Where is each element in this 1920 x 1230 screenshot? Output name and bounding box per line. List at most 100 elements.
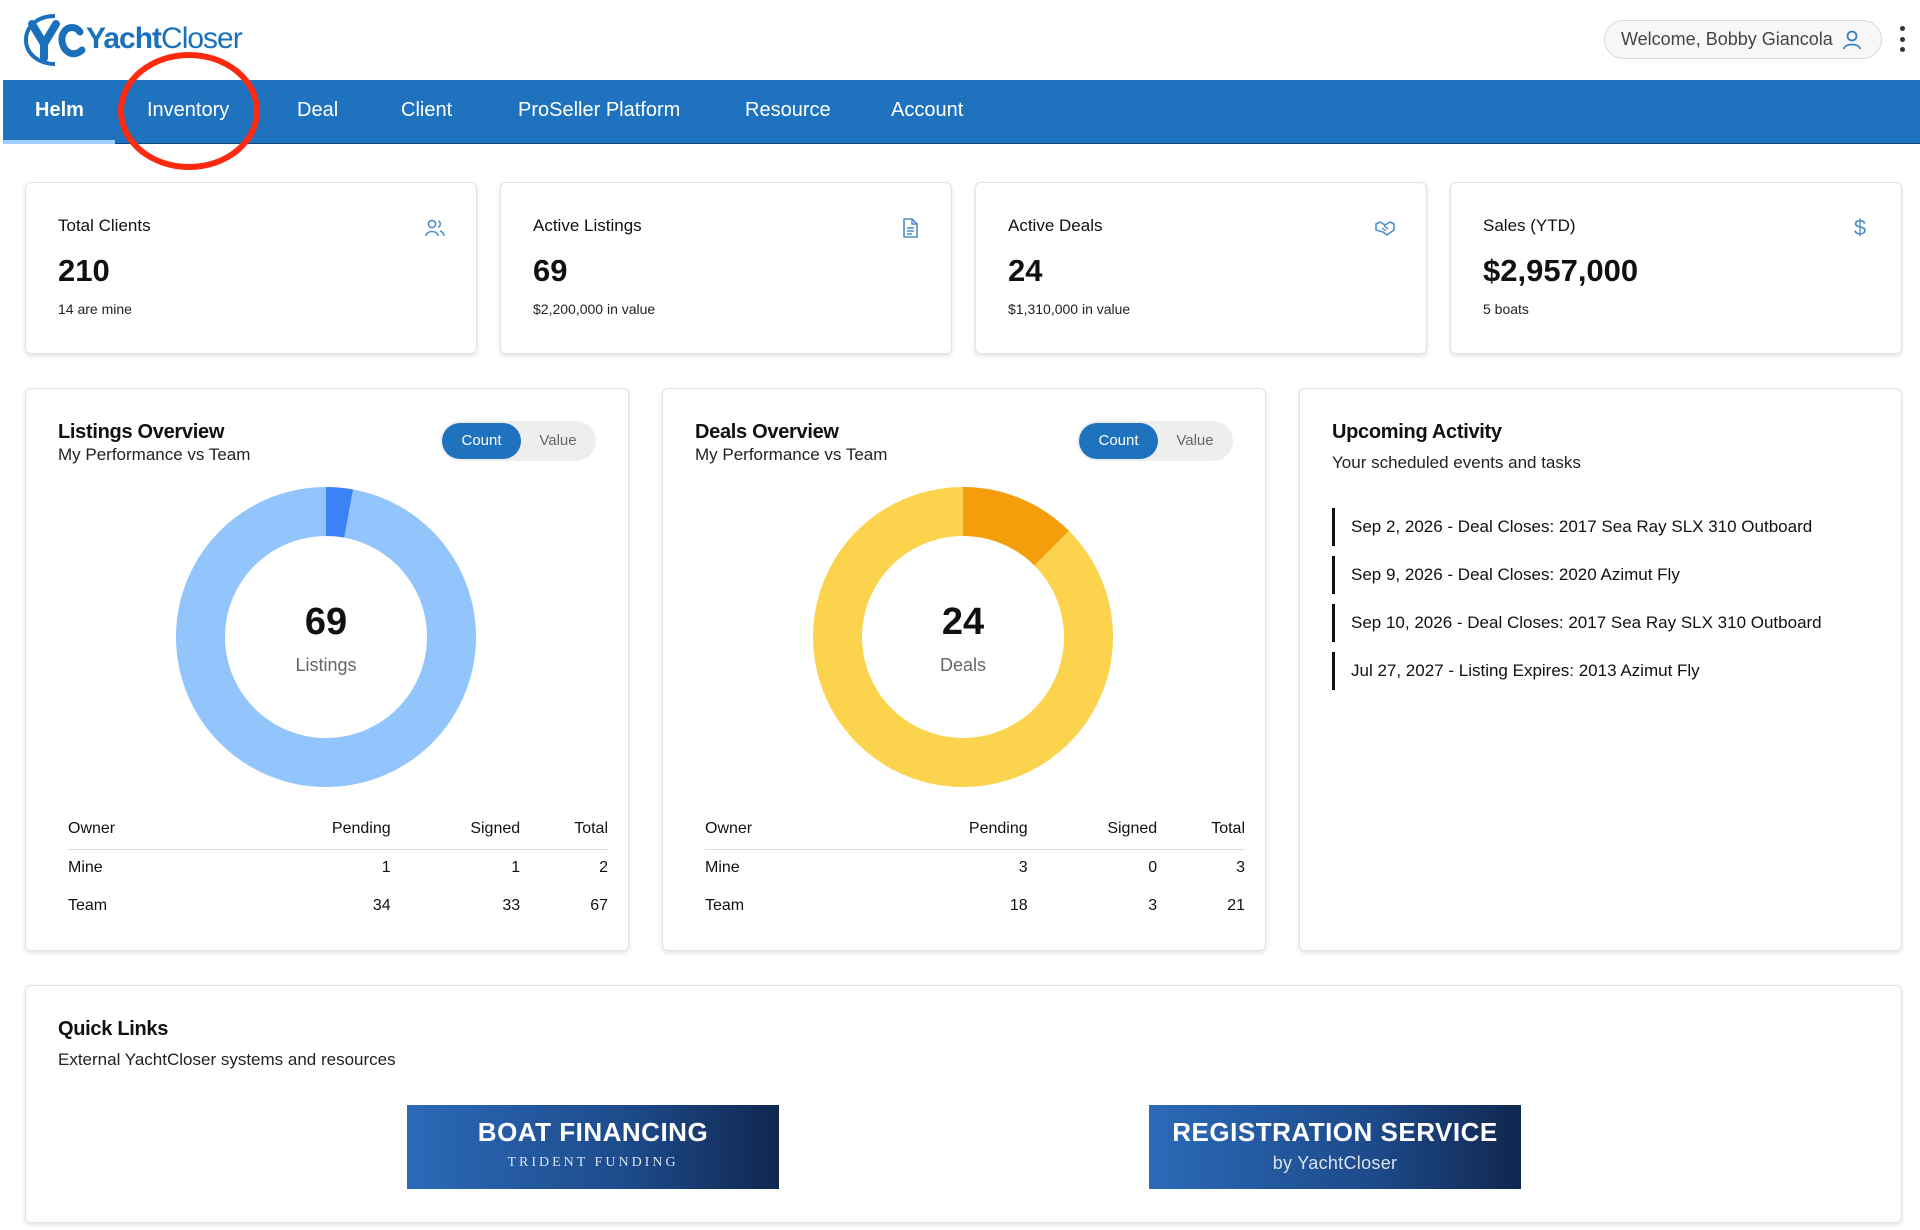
highlight-circle-annotation	[118, 52, 260, 170]
activity-item[interactable]: Sep 10, 2026 - Deal Closes: 2017 Sea Ray…	[1332, 604, 1822, 642]
top-header: YachtCloser Welcome, Bobby Giancola	[0, 0, 1920, 80]
deals-donut-chart: 24 Deals	[811, 485, 1115, 789]
table-row: Team 34 33 67	[68, 887, 608, 925]
deals-donut-svg	[813, 487, 1113, 787]
nav-helm[interactable]: Helm	[35, 80, 84, 143]
activity-item[interactable]: Sep 2, 2026 - Deal Closes: 2017 Sea Ray …	[1332, 508, 1812, 546]
listings-donut-svg	[175, 487, 476, 787]
column-header: Owner	[68, 809, 238, 850]
donut-slice-mine[interactable]	[326, 487, 354, 538]
table-cell: 34	[372, 897, 391, 914]
table-cell: Mine	[705, 859, 740, 877]
activity-item[interactable]: Jul 27, 2027 - Listing Expires: 2013 Azi…	[1332, 652, 1700, 690]
value-toggle-button[interactable]: Value	[539, 432, 577, 449]
nav-deal[interactable]: Deal	[297, 80, 338, 143]
listings-overview-panel: Listings Overview My Performance vs Team…	[25, 388, 629, 951]
table-row: Team 18 3 21	[705, 887, 1245, 925]
donut-center-label: Listings	[295, 655, 357, 675]
main-nav: Helm Inventory Deal Client ProSeller Pla…	[3, 80, 1920, 144]
listings-owner-table: Owner Pending Signed Total Mine 1 1 2 Te…	[68, 809, 608, 925]
stat-value: 210	[58, 253, 110, 288]
banner-subtitle: TRIDENT FUNDING	[507, 1155, 679, 1170]
nav-active-indicator	[3, 140, 115, 144]
donut-slice-team[interactable]	[813, 487, 1113, 787]
nav-proseller-platform[interactable]: ProSeller Platform	[518, 80, 680, 143]
nav-resource-label: Resource	[745, 99, 831, 121]
stat-subtext: 5 boats	[1483, 301, 1529, 317]
table-header-row: Owner Pending Signed Total	[68, 809, 608, 850]
panel-subtitle: My Performance vs Team	[695, 445, 888, 464]
stat-title: Active Deals	[1008, 216, 1103, 235]
donut-slice-mine[interactable]	[963, 487, 1070, 566]
column-header: Total	[520, 809, 608, 850]
table-cell: Team	[68, 897, 108, 914]
count-toggle-button[interactable]: Count	[1079, 423, 1158, 459]
user-menu-button[interactable]: Welcome, Bobby Giancola	[1604, 20, 1882, 59]
banner-subtitle: by YachtCloser	[1272, 1153, 1398, 1173]
table-row: Mine 1 1 2	[68, 849, 608, 887]
column-header: Total	[1157, 809, 1245, 850]
document-icon	[903, 218, 918, 238]
stat-card-active-listings[interactable]: Active Listings 69 $2,200,000 in value	[500, 182, 952, 354]
stat-subtext: $2,200,000 in value	[533, 301, 656, 317]
logo-text-light: Closer	[161, 22, 243, 55]
table-cell: 3	[1148, 897, 1158, 914]
registration-service-banner-link[interactable]: REGISTRATION SERVICE by YachtCloser	[1149, 1105, 1521, 1189]
column-header: Signed	[390, 809, 521, 850]
yachtcloser-logo[interactable]: YachtCloser	[22, 8, 243, 70]
listings-count-value-toggle: Count Value	[440, 421, 596, 461]
stat-title: Active Listings	[533, 216, 642, 235]
welcome-text: Welcome, Bobby Giancola	[1621, 29, 1833, 49]
table-cell: 33	[502, 897, 521, 914]
handshake-icon	[1375, 221, 1395, 236]
stat-value: $2,957,000	[1483, 253, 1639, 288]
nav-deal-label: Deal	[297, 99, 339, 121]
dollar-icon: $	[1853, 215, 1867, 240]
table-cell: Mine	[68, 859, 103, 877]
banner-title: REGISTRATION SERVICE	[1172, 1117, 1498, 1147]
stat-value: 69	[533, 253, 568, 288]
logo-text: YachtCloser	[86, 22, 243, 56]
deals-count-value-toggle: Count Value	[1077, 421, 1233, 461]
panel-subtitle: External YachtCloser systems and resourc…	[58, 1050, 396, 1069]
stat-card-total-clients[interactable]: Total Clients 210 14 are mine	[25, 182, 477, 354]
nav-proseller-label: ProSeller Platform	[518, 99, 681, 121]
user-icon	[1843, 30, 1861, 50]
column-header: Owner	[705, 809, 875, 850]
logo-text-bold: Yacht	[86, 22, 162, 55]
panel-subtitle: My Performance vs Team	[58, 445, 251, 464]
nav-client[interactable]: Client	[401, 80, 452, 143]
deals-owner-table: Owner Pending Signed Total Mine 3 0 3 Te…	[705, 809, 1245, 925]
stat-card-sales-ytd[interactable]: Sales (YTD) $ $2,957,000 5 boats	[1450, 182, 1902, 354]
table-row: Mine 3 0 3	[705, 849, 1245, 887]
count-toggle-button[interactable]: Count	[442, 423, 521, 459]
donut-center-value: 69	[304, 601, 348, 643]
more-options-icon[interactable]	[1894, 26, 1910, 52]
yc-logo-mark-icon	[23, 14, 86, 66]
activity-item[interactable]: Sep 9, 2026 - Deal Closes: 2020 Azimut F…	[1332, 556, 1680, 594]
boat-financing-banner-link[interactable]: BOAT FINANCING TRIDENT FUNDING	[407, 1105, 779, 1189]
panel-title: Deals Overview	[695, 421, 839, 443]
stat-subtext: 14 are mine	[58, 301, 132, 317]
stat-subtext: $1,310,000 in value	[1008, 301, 1131, 317]
stat-title: Total Clients	[58, 216, 151, 235]
table-cell: 2	[599, 859, 608, 877]
table-cell: 0	[1148, 859, 1158, 877]
table-header-row: Owner Pending Signed Total	[705, 809, 1245, 850]
nav-account[interactable]: Account	[891, 80, 963, 143]
stat-card-active-deals[interactable]: Active Deals 24 $1,310,000 in value	[975, 182, 1427, 354]
stat-title: Sales (YTD)	[1483, 216, 1576, 235]
table-cell: 3	[1236, 859, 1245, 877]
table-cell: 21	[1227, 897, 1245, 914]
value-toggle-button[interactable]: Value	[1176, 432, 1214, 449]
table-cell: 3	[1018, 859, 1028, 877]
donut-slice-team[interactable]	[175, 487, 476, 787]
table-cell: 1	[381, 859, 391, 877]
column-header: Signed	[1027, 809, 1158, 850]
panel-title: Quick Links	[58, 1018, 169, 1040]
nav-helm-label: Helm	[35, 99, 84, 121]
users-icon	[425, 219, 445, 237]
nav-account-label: Account	[891, 99, 964, 121]
stat-value: 24	[1008, 253, 1043, 288]
nav-resource[interactable]: Resource	[745, 80, 831, 143]
